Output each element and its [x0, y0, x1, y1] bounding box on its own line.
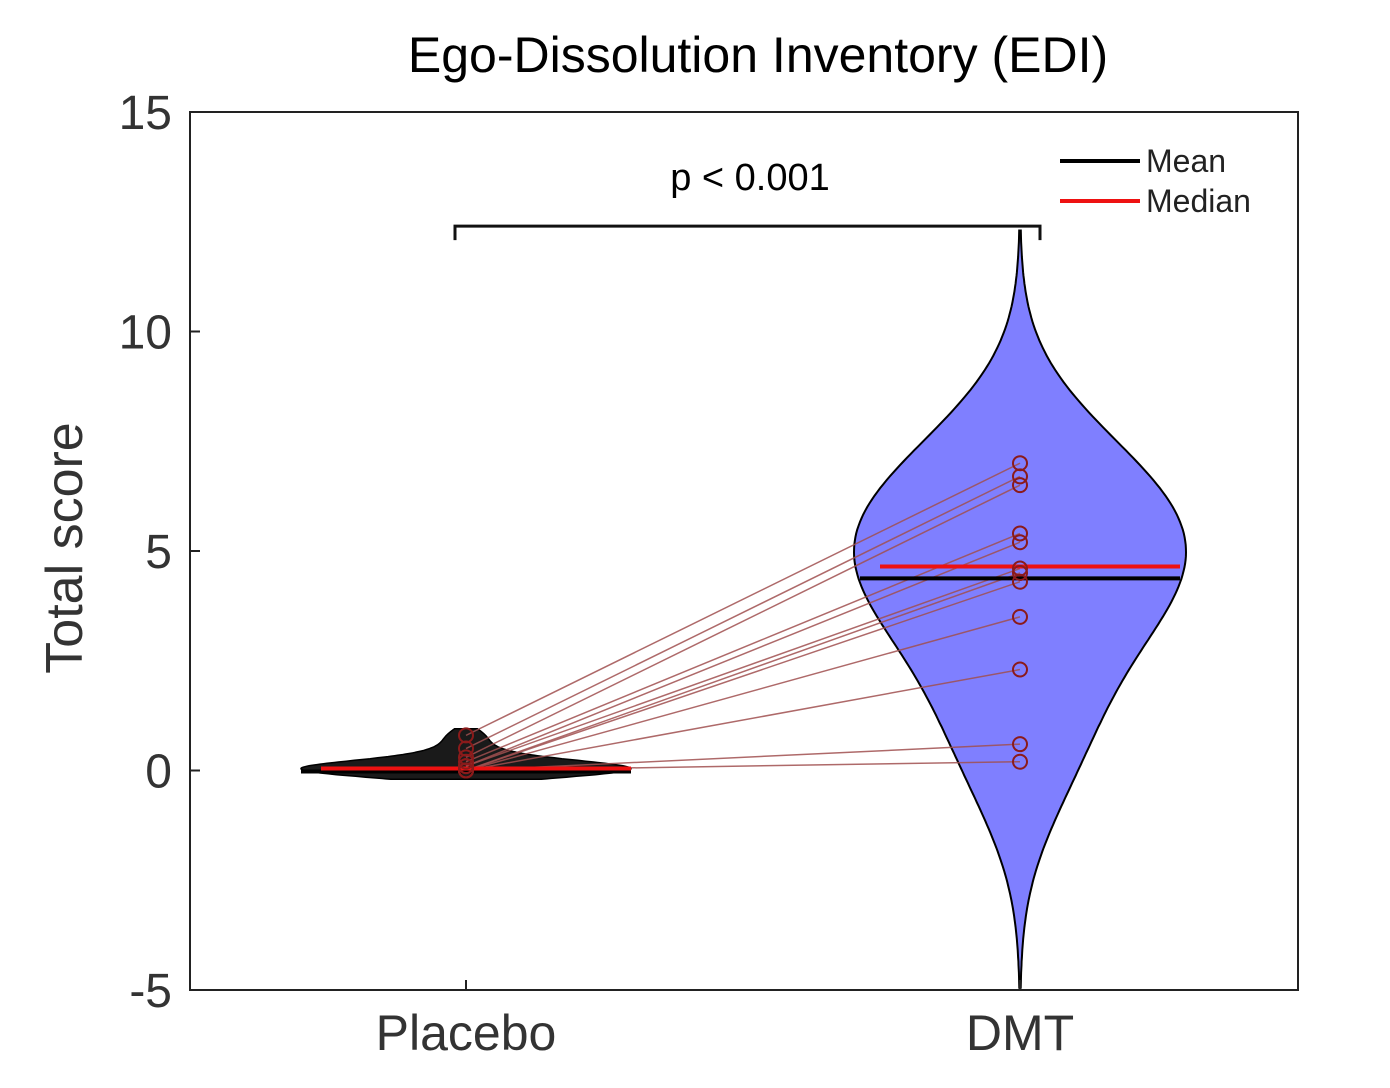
significance-bracket: p < 0.001: [453, 157, 1042, 241]
data-points: [458, 455, 1028, 779]
y-axis-label: Total score: [36, 422, 94, 673]
data-point-dmt: [1012, 573, 1028, 590]
paired-line: [465, 462, 1021, 737]
violins: [300, 229, 1188, 989]
paired-line: [465, 668, 1021, 772]
paired-line: [465, 532, 1021, 763]
legend-mean-label: Mean: [1146, 143, 1226, 179]
data-point-placebo: [458, 727, 474, 744]
y-tick-label: 15: [119, 87, 172, 140]
y-tick-label: 10: [119, 307, 172, 360]
legend: Mean Median: [1060, 143, 1251, 219]
y-axis-ticks: 15 10 5 0 -5: [119, 87, 200, 1018]
data-point-dmt: [1012, 661, 1028, 678]
data-point-dmt: [1012, 525, 1028, 542]
x-axis-ticks: Placebo DMT: [376, 980, 1074, 1061]
data-point-dmt: [1012, 608, 1028, 625]
summary-lines: [301, 564, 1180, 774]
paired-line: [465, 616, 1021, 772]
data-point-dmt: [1012, 468, 1028, 485]
paired-line: [465, 567, 1021, 767]
paired-lines: [465, 462, 1021, 772]
paired-line: [465, 743, 1021, 772]
y-tick-label: 5: [145, 526, 172, 579]
data-point-placebo: [458, 758, 474, 775]
data-point-dmt: [1012, 564, 1028, 581]
paired-line: [465, 484, 1021, 759]
data-point-dmt: [1012, 753, 1028, 770]
chart-title: Ego-Dissolution Inventory (EDI): [408, 27, 1108, 83]
data-point-dmt: [1012, 477, 1028, 494]
x-tick-label-dmt: DMT: [966, 1005, 1074, 1061]
paired-line: [465, 572, 1021, 772]
x-tick-label-placebo: Placebo: [376, 1005, 557, 1061]
legend-median-label: Median: [1146, 183, 1251, 219]
paired-line: [465, 581, 1021, 772]
paired-line: [465, 475, 1021, 750]
p-value-label: p < 0.001: [670, 157, 830, 199]
plot-frame: [189, 111, 1299, 991]
y-tick-label: 0: [145, 746, 172, 799]
data-point-placebo: [458, 749, 474, 766]
data-point-dmt: [1012, 534, 1028, 551]
bracket-line: [453, 224, 1042, 241]
y-tick-label: -5: [129, 965, 172, 1018]
data-point-dmt: [1012, 736, 1028, 753]
